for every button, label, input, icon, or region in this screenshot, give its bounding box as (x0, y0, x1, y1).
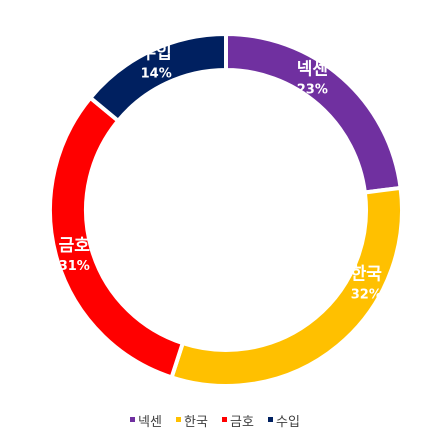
slice-label-value-0: 23% (297, 83, 328, 98)
slice-labels: 넥센 23% 한국 32% 금호 31% 수입 14% (59, 44, 383, 303)
donut-slices (48, 31, 404, 388)
slice-label-name-1: 한국 (351, 265, 383, 285)
slice-3 (87, 31, 228, 124)
legend-label-0: 넥센 (138, 415, 162, 430)
slice-label-value-3: 14% (141, 67, 172, 82)
legend-swatch-2 (222, 417, 227, 422)
slice-label-value-2: 31% (59, 259, 90, 274)
legend-label-3: 수입 (276, 415, 300, 430)
legend-swatch-1 (176, 417, 181, 422)
slice-label-name-0: 넥센 (297, 60, 328, 80)
slice-label-name-3: 수입 (141, 44, 172, 64)
legend: 넥센 한국 금호 수입 (130, 415, 300, 430)
slice-label-value-1: 32% (351, 288, 382, 303)
slice-label-name-2: 금호 (59, 236, 91, 256)
legend-swatch-0 (130, 417, 135, 422)
slice-0 (224, 31, 403, 195)
legend-label-1: 한국 (184, 415, 208, 430)
legend-label-2: 금호 (230, 415, 254, 430)
legend-swatch-3 (268, 417, 273, 422)
